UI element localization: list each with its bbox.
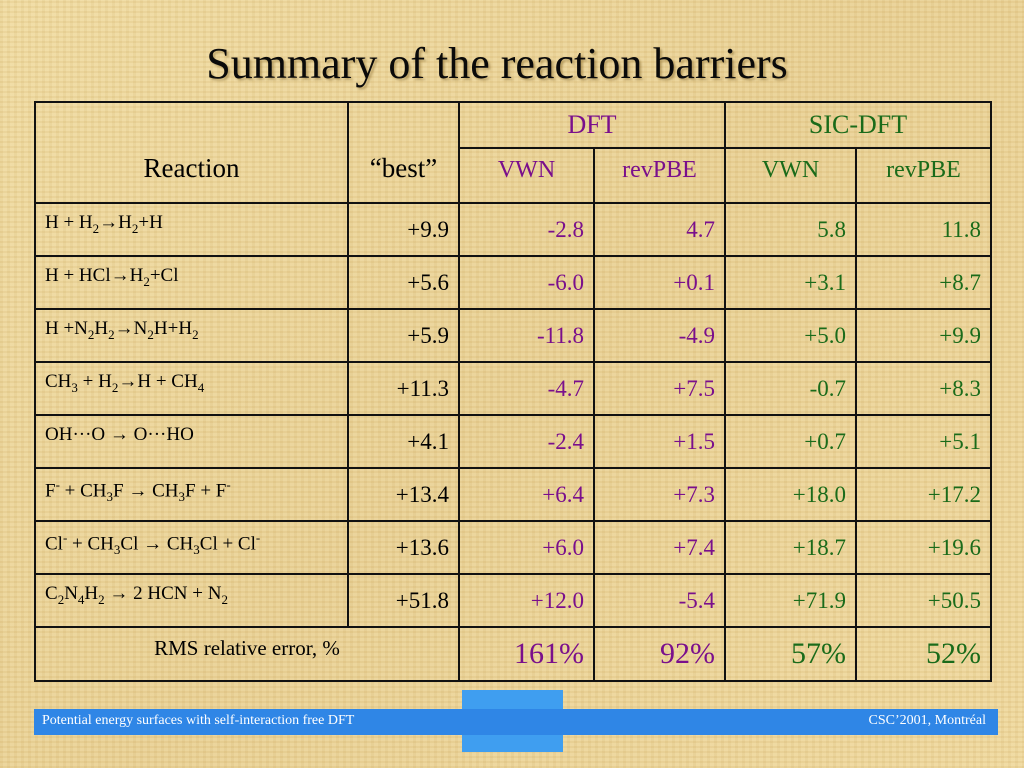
rms-sic-revpbe: 52%	[855, 626, 992, 682]
header-best: “best”	[347, 101, 460, 204]
table-row: H + HCl→H2+Cl +5.6 -6.0 +0.1 +3.1 +8.7	[34, 255, 992, 310]
best-value: +5.6	[347, 255, 460, 310]
sic-vwn-value: +5.0	[724, 308, 857, 363]
best-value: +5.9	[347, 308, 460, 363]
best-value: +13.4	[347, 467, 460, 522]
header-sic-dft: SIC-DFT	[724, 101, 992, 149]
footer-left-text: Potential energy surfaces with self-inte…	[42, 713, 355, 728]
sic-revpbe-value: +9.9	[855, 308, 992, 363]
sic-vwn-value: +0.7	[724, 414, 857, 469]
dft-vwn-value: +6.4	[458, 467, 595, 522]
header-sic-revpbe: revPBE	[855, 147, 992, 204]
header-dft-revpbe: revPBE	[593, 147, 726, 204]
header-row-1: Reaction “best” DFT SIC-DFT	[34, 101, 992, 204]
reaction-cell: OH···O → O···HO	[34, 414, 349, 469]
rms-row: RMS relative error, % 161% 92% 57% 52%	[34, 626, 992, 682]
table-row: C2N4H2 → 2 HCN + N2 +51.8 +12.0 -5.4 +71…	[34, 573, 992, 628]
sic-vwn-value: +18.7	[724, 520, 857, 575]
sic-revpbe-value: +8.7	[855, 255, 992, 310]
dft-vwn-value: -11.8	[458, 308, 595, 363]
dft-revpbe-value: +7.3	[593, 467, 726, 522]
reaction-cell: H + H2→H2+H	[34, 202, 349, 257]
dft-revpbe-value: +7.5	[593, 361, 726, 416]
footer-bar: Potential energy surfaces with self-inte…	[34, 709, 998, 735]
best-value: +51.8	[347, 573, 460, 628]
reaction-cell: H + HCl→H2+Cl	[34, 255, 349, 310]
footer-right-text: CSC’2001, Montréal	[868, 713, 986, 728]
best-value: +4.1	[347, 414, 460, 469]
sic-vwn-value: +71.9	[724, 573, 857, 628]
best-value: +9.9	[347, 202, 460, 257]
sic-revpbe-value: 11.8	[855, 202, 992, 257]
reaction-cell: C2N4H2 → 2 HCN + N2	[34, 573, 349, 628]
dft-vwn-value: -6.0	[458, 255, 595, 310]
sic-revpbe-value: +17.2	[855, 467, 992, 522]
reaction-cell: F- + CH3F → CH3F + F-	[34, 467, 349, 522]
rms-dft-vwn: 161%	[458, 626, 595, 682]
dft-revpbe-value: 4.7	[593, 202, 726, 257]
reaction-barriers-table: Reaction “best” DFT SIC-DFT VWN revPBE V…	[34, 101, 992, 682]
sic-revpbe-value: +50.5	[855, 573, 992, 628]
reaction-cell: CH3 + H2→H + CH4	[34, 361, 349, 416]
table-row: F- + CH3F → CH3F + F- +13.4 +6.4 +7.3 +1…	[34, 467, 992, 522]
header-dft-vwn: VWN	[458, 147, 595, 204]
dft-revpbe-value: +0.1	[593, 255, 726, 310]
dft-vwn-value: +6.0	[458, 520, 595, 575]
header-sic-vwn: VWN	[724, 147, 857, 204]
sic-revpbe-value: +19.6	[855, 520, 992, 575]
table-row: Cl- + CH3Cl → CH3Cl + Cl- +13.6 +6.0 +7.…	[34, 520, 992, 575]
sic-vwn-value: +3.1	[724, 255, 857, 310]
rms-sic-vwn: 57%	[724, 626, 857, 682]
header-reaction: Reaction	[34, 101, 349, 204]
best-value: +11.3	[347, 361, 460, 416]
table-row: H +N2H2→N2H+H2 +5.9 -11.8 -4.9 +5.0 +9.9	[34, 308, 992, 363]
dft-vwn-value: -4.7	[458, 361, 595, 416]
sic-revpbe-value: +5.1	[855, 414, 992, 469]
table-row: OH···O → O···HO +4.1 -2.4 +1.5 +0.7 +5.1	[34, 414, 992, 469]
dft-vwn-value: -2.8	[458, 202, 595, 257]
sic-vwn-value: +18.0	[724, 467, 857, 522]
dft-revpbe-value: +1.5	[593, 414, 726, 469]
reaction-cell: H +N2H2→N2H+H2	[34, 308, 349, 363]
best-value: +13.6	[347, 520, 460, 575]
table-row: CH3 + H2→H + CH4 +11.3 -4.7 +7.5 -0.7 +8…	[34, 361, 992, 416]
table-row: H + H2→H2+H +9.9 -2.8 4.7 5.8 11.8	[34, 202, 992, 257]
reaction-cell: Cl- + CH3Cl → CH3Cl + Cl-	[34, 520, 349, 575]
rms-label: RMS relative error, %	[34, 626, 460, 682]
dft-revpbe-value: +7.4	[593, 520, 726, 575]
sic-revpbe-value: +8.3	[855, 361, 992, 416]
header-dft: DFT	[458, 101, 726, 149]
dft-revpbe-value: -5.4	[593, 573, 726, 628]
dft-vwn-value: -2.4	[458, 414, 595, 469]
header-row-2: VWN revPBE VWN revPBE	[35, 147, 992, 204]
rms-dft-revpbe: 92%	[593, 626, 726, 682]
dft-vwn-value: +12.0	[458, 573, 595, 628]
sic-vwn-value: -0.7	[724, 361, 857, 416]
slide-title: Summary of the reaction barriers	[206, 39, 788, 88]
dft-revpbe-value: -4.9	[593, 308, 726, 363]
sic-vwn-value: 5.8	[724, 202, 857, 257]
